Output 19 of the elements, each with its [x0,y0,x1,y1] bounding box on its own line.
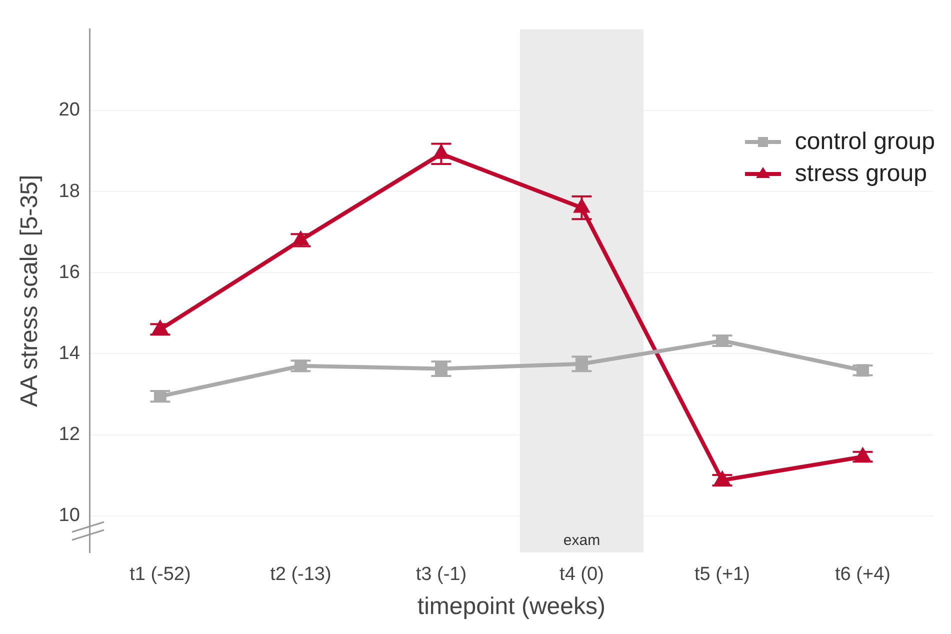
x-tick-label: t5 (+1) [694,564,750,586]
x-axis-title: timepoint (weeks) [417,593,606,620]
x-tick-label: t4 (0) [560,564,604,586]
y-tick-label: 20 [58,100,80,121]
x-tick-label: t6 (+4) [835,564,890,586]
y-tick-label: 18 [58,180,80,202]
x-tick-label: t2 (-13) [270,564,332,586]
x-tick-label: t1 (-52) [130,564,191,586]
x-tick-label: t3 (-1) [416,564,467,586]
point [574,200,589,213]
legend-label: control group [794,127,935,157]
y-tick-label: 16 [58,262,80,283]
y-tick-label: 12 [58,424,80,446]
point [434,146,448,159]
band-label: exam [563,532,600,550]
y-tick-label: 14 [58,342,80,364]
y-tick-label: 10 [58,505,80,526]
legend-label: stress group [794,159,927,189]
y-axis-title: AA stress scale [5-35] [16,174,44,407]
